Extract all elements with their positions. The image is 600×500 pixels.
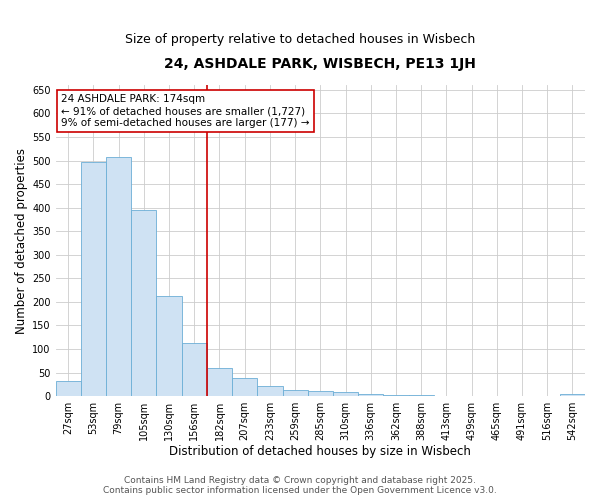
Bar: [333, 392, 358, 396]
Bar: [106, 157, 131, 396]
Bar: [283, 390, 308, 396]
Bar: [56, 380, 81, 396]
Text: 24 ASHDALE PARK: 174sqm
← 91% of detached houses are smaller (1,727)
9% of semi-: 24 ASHDALE PARK: 174sqm ← 91% of detache…: [61, 94, 310, 128]
Bar: [81, 162, 106, 396]
Bar: [207, 368, 232, 396]
Bar: [232, 378, 257, 396]
Y-axis label: Number of detached properties: Number of detached properties: [15, 148, 28, 334]
Text: Contains HM Land Registry data © Crown copyright and database right 2025.
Contai: Contains HM Land Registry data © Crown c…: [103, 476, 497, 495]
Text: Size of property relative to detached houses in Wisbech: Size of property relative to detached ho…: [125, 32, 475, 46]
Bar: [257, 386, 283, 396]
Bar: [308, 392, 333, 396]
Bar: [383, 394, 409, 396]
Bar: [560, 394, 585, 396]
Bar: [182, 344, 207, 396]
Title: 24, ASHDALE PARK, WISBECH, PE13 1JH: 24, ASHDALE PARK, WISBECH, PE13 1JH: [164, 58, 476, 71]
X-axis label: Distribution of detached houses by size in Wisbech: Distribution of detached houses by size …: [169, 444, 471, 458]
Bar: [409, 395, 434, 396]
Bar: [157, 296, 182, 396]
Bar: [358, 394, 383, 396]
Bar: [131, 210, 157, 396]
